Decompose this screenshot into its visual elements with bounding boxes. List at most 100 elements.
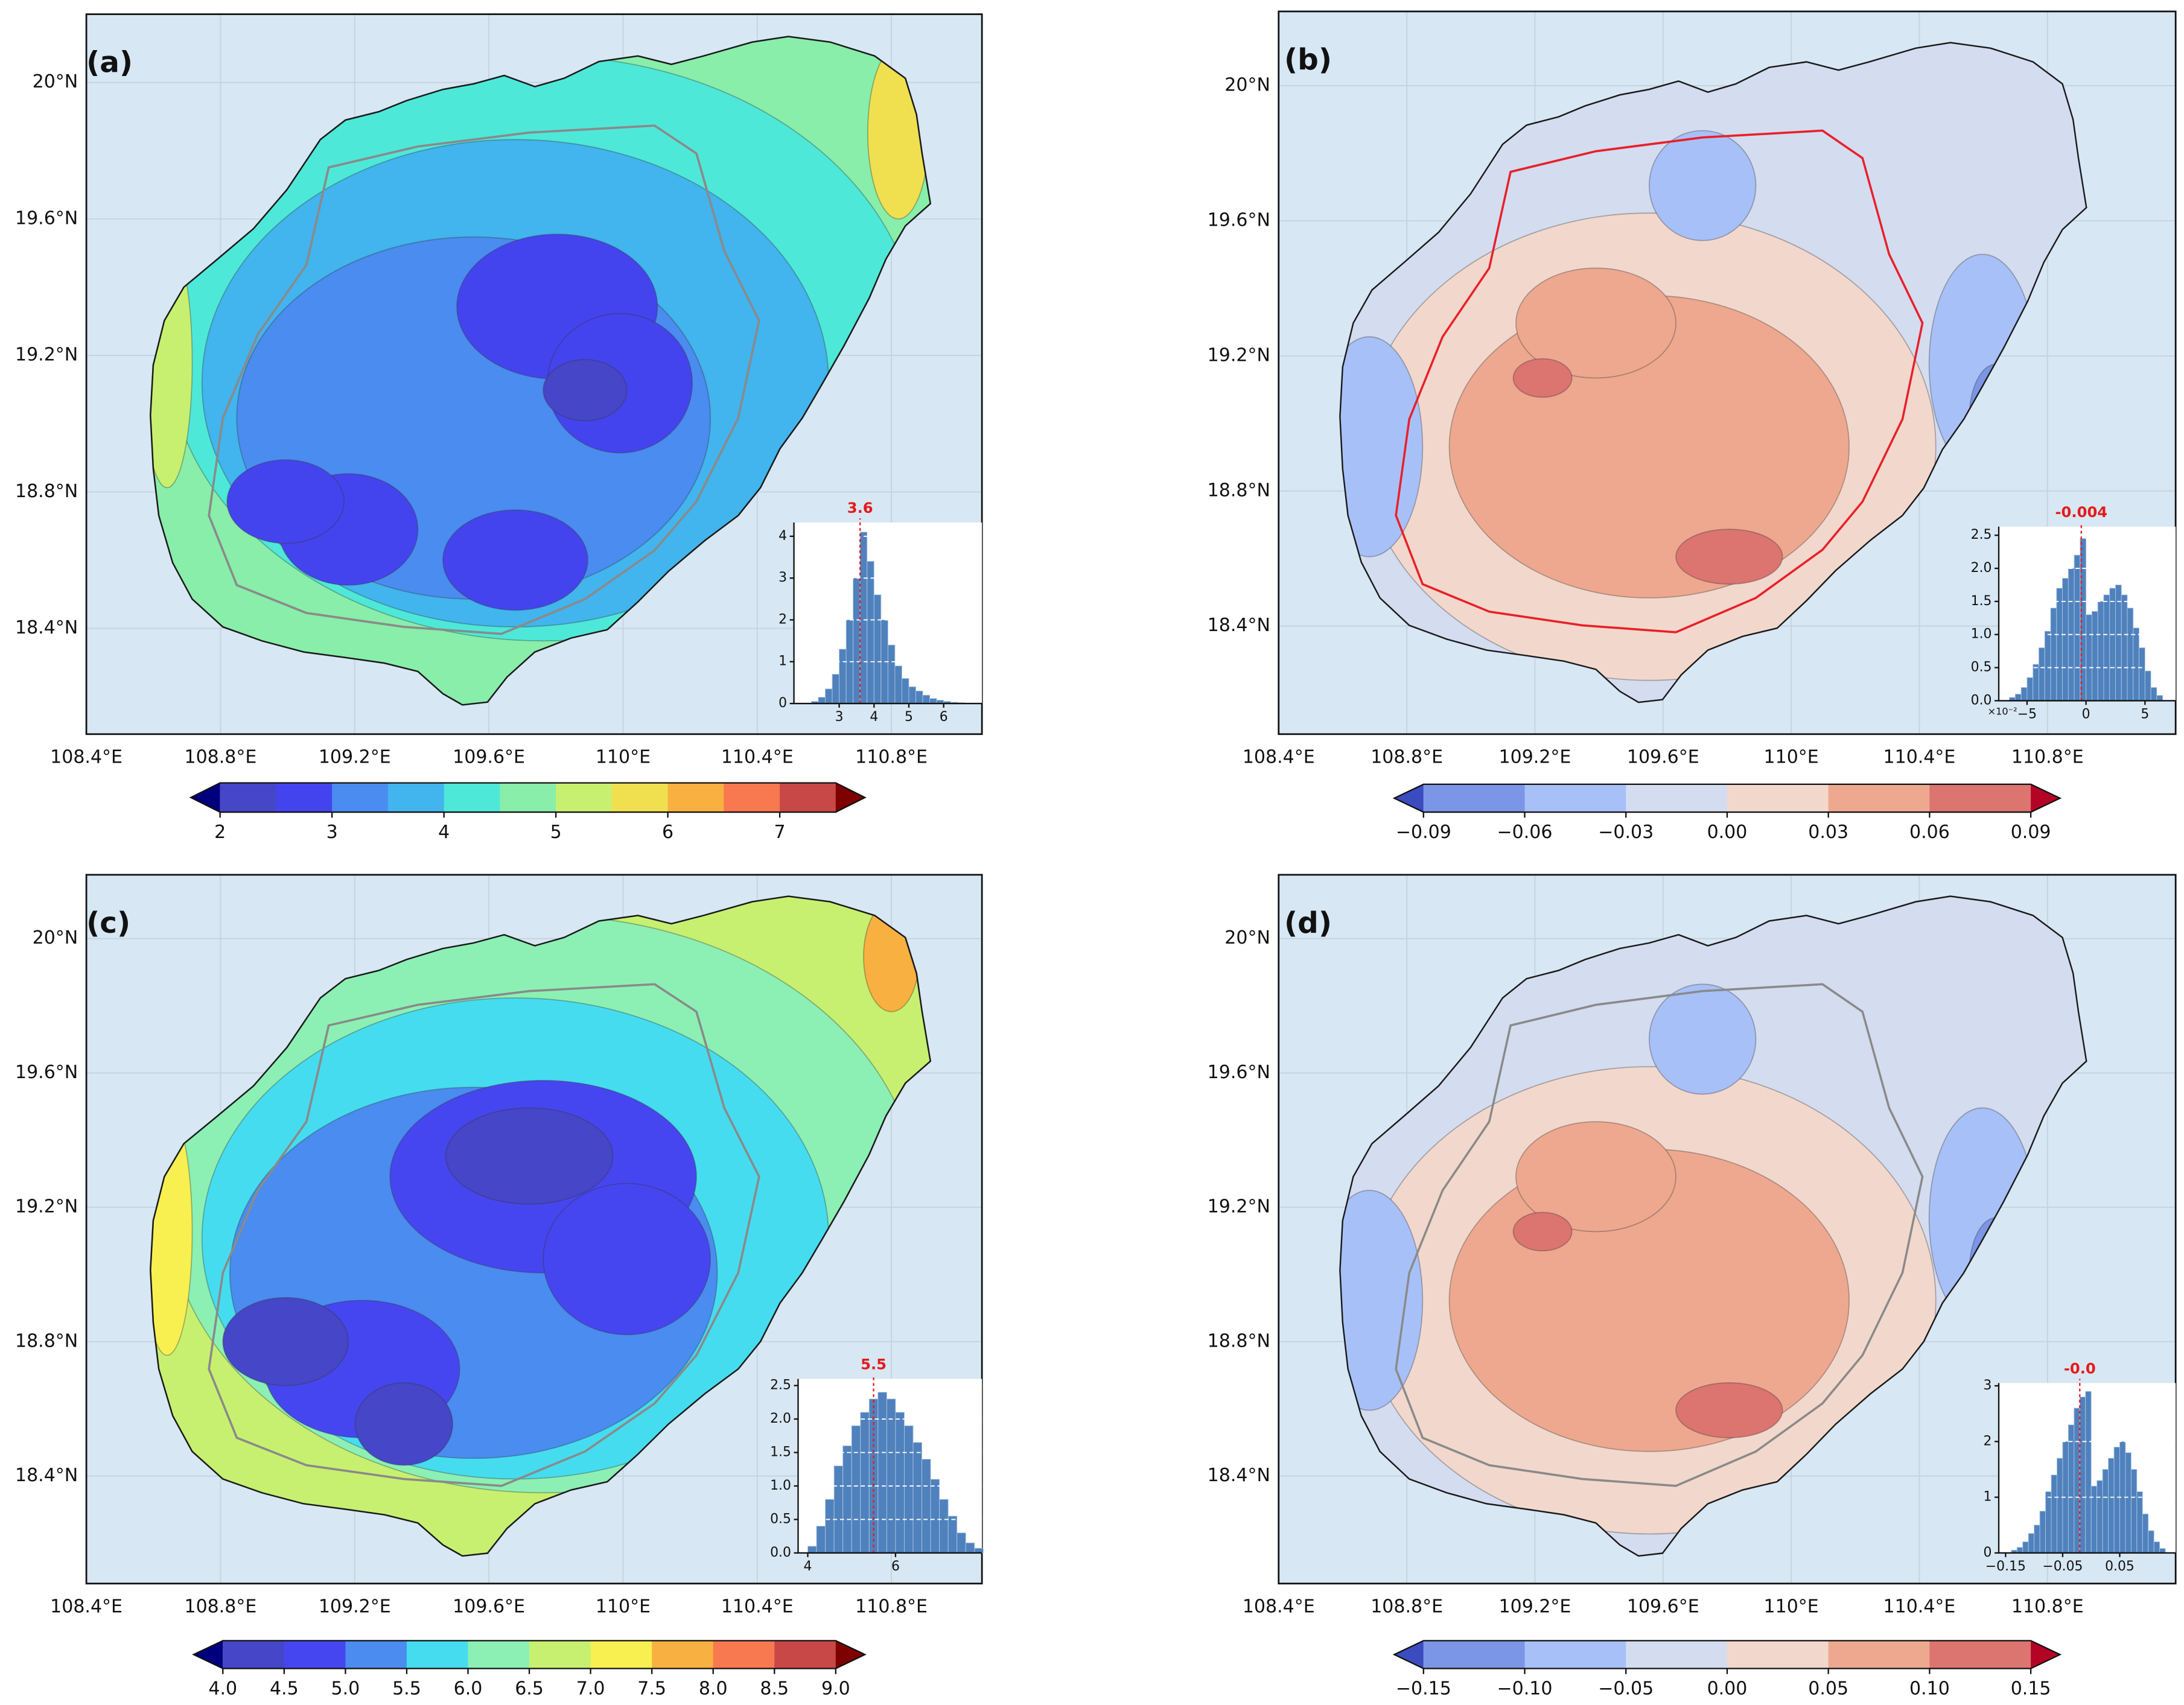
- contour-fill: [226, 459, 345, 544]
- colorbar-segment: [500, 783, 556, 813]
- histogram-bar: [957, 1532, 966, 1554]
- histogram-bar: [2085, 1391, 2092, 1554]
- x-tick-label: 110.8°E: [2011, 1596, 2084, 1617]
- histogram-bar: [2136, 1491, 2143, 1554]
- histogram-bar: [825, 688, 833, 704]
- histogram-bar: [965, 1542, 975, 1554]
- x-tick-label: 109.2°E: [319, 747, 391, 768]
- histogram-bar: [2062, 578, 2069, 701]
- histogram-bar: [832, 674, 840, 704]
- colorbar-segment: [780, 783, 836, 813]
- colorbar-segment: [1626, 1640, 1728, 1669]
- y-tick-label: 19.2°N: [1208, 1196, 1270, 1218]
- colorbar-segment: [444, 783, 501, 813]
- contour-fill: [354, 1382, 454, 1466]
- colorbar-segment: [1423, 1640, 1526, 1669]
- mean-label: -0.004: [2055, 504, 2107, 521]
- x-tick-label: 108.4°E: [50, 747, 123, 768]
- histogram-bar: [894, 665, 902, 704]
- histogram-bar: [2039, 647, 2045, 701]
- histogram-bar: [2115, 584, 2122, 701]
- hist-x-tick-label: 3: [835, 710, 844, 725]
- boundary: [208, 983, 760, 1487]
- histogram-bar: [947, 1516, 958, 1554]
- colorbar-tick-label: 8.0: [699, 1678, 728, 1700]
- histogram-bar: [2074, 554, 2081, 701]
- colorbar-segment: [1524, 1640, 1626, 1669]
- histogram-bar: [867, 560, 874, 704]
- histogram-bar: [2057, 1458, 2063, 1554]
- colorbar-tick-label: 5.0: [331, 1678, 360, 1700]
- histogram-bar: [860, 1412, 870, 1554]
- histogram-bar: [2109, 588, 2116, 701]
- histogram-bar: [2056, 588, 2063, 701]
- histogram-bar: [877, 1392, 887, 1554]
- histogram-bar: [2127, 608, 2134, 701]
- histogram-bar: [974, 1548, 984, 1554]
- colorbar-segment: [468, 1640, 530, 1669]
- hist-x-tick-label: 5: [2141, 707, 2149, 722]
- histogram-bar: [2090, 1485, 2098, 1554]
- histogram-bar: [2016, 1547, 2023, 1554]
- contour-fill: [1515, 1121, 1676, 1233]
- y-tick-label: 18.4°N: [15, 617, 78, 638]
- contour-fill: [1512, 358, 1573, 398]
- map-frame: [1278, 874, 2177, 1585]
- y-tick-label: 19.2°N: [15, 1196, 78, 1218]
- colorbar-segment: [1929, 784, 2031, 813]
- colorbar-extend-high: [2031, 1640, 2060, 1669]
- hist-y-tick-label: 3: [778, 570, 787, 585]
- histogram-bar: [2034, 1525, 2040, 1554]
- x-tick-label: 109.6°E: [453, 1596, 525, 1617]
- colorbar-segment: [332, 783, 389, 813]
- colorbar-segment: [387, 783, 445, 813]
- colorbar-tick-label: −0.05: [1598, 1678, 1654, 1700]
- colorbar-tick-label: −0.10: [1497, 1678, 1553, 1700]
- histogram-bar: [2144, 670, 2151, 701]
- histogram-frame: [1998, 526, 2176, 702]
- x-tick-label: 108.4°E: [1243, 747, 1315, 768]
- x-tick-label: 110°E: [596, 1596, 651, 1617]
- colorbar-tick-label: 0.05: [1808, 1678, 1848, 1700]
- histogram-bar: [2044, 630, 2051, 701]
- hist-y-tick-label: 0.0: [770, 1545, 791, 1560]
- histogram-bar: [2074, 1408, 2080, 1554]
- histogram-bar: [2121, 594, 2128, 701]
- histogram-bar: [2139, 647, 2145, 701]
- histogram-bar: [816, 1526, 826, 1554]
- histogram-bar: [901, 678, 909, 704]
- colorbar-segment: [1626, 784, 1728, 813]
- contour-fill: [1675, 529, 1783, 585]
- colorbar-segment: [1727, 1640, 1829, 1669]
- colorbar-tick-label: 7.0: [576, 1678, 605, 1700]
- histogram-bar: [2028, 1533, 2035, 1554]
- histogram-frame: [1998, 1383, 2176, 1554]
- colorbar-frame: [189, 782, 867, 813]
- histogram-bar: [2022, 1541, 2029, 1554]
- y-tick-label: 20°N: [33, 71, 78, 92]
- colorbar-extend-low: [191, 783, 220, 813]
- histogram-bar: [2045, 1491, 2052, 1554]
- y-tick-label: 19.6°N: [1208, 1062, 1270, 1083]
- colorbar-segment: [774, 1640, 836, 1669]
- island: [1339, 42, 2087, 703]
- hist-x-tick-label: 6: [891, 1559, 900, 1574]
- y-tick-label: 18.8°N: [1208, 480, 1270, 501]
- colorbar-tick-label: 3: [326, 822, 338, 843]
- histogram-bar: [922, 1459, 931, 1554]
- colorbar-segment: [652, 1640, 714, 1669]
- x-tick-label: 110°E: [1764, 747, 1819, 768]
- colorbar-tick-label: 0.15: [2011, 1678, 2051, 1700]
- hist-y-tick-label: 0: [1984, 1545, 1992, 1560]
- histogram-bar: [825, 1499, 835, 1554]
- colorbar-tick-label: 4.0: [208, 1678, 237, 1700]
- colorbar-tick-label: 8.5: [760, 1678, 789, 1700]
- colorbar-segment: [220, 783, 277, 813]
- hist-x-tick-label: 4: [870, 710, 878, 725]
- hist-x-tick-label: 6: [940, 710, 948, 725]
- colorbar-tick-label: 4: [438, 822, 450, 843]
- y-tick-label: 19.6°N: [15, 1062, 78, 1083]
- y-tick-label: 19.2°N: [1208, 344, 1270, 366]
- hist-y-tick-label: 0: [778, 696, 787, 711]
- histogram-bar: [859, 532, 868, 704]
